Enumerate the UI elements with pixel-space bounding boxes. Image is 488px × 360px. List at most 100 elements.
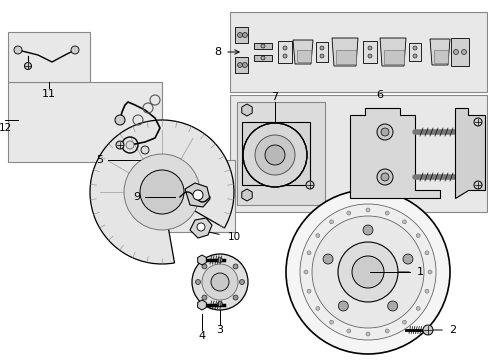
Circle shape	[424, 289, 428, 293]
Circle shape	[422, 325, 432, 335]
Circle shape	[217, 257, 222, 262]
Circle shape	[242, 32, 247, 37]
Bar	[229, 95, 486, 212]
Circle shape	[24, 63, 31, 69]
Circle shape	[385, 211, 388, 215]
Circle shape	[323, 254, 332, 264]
Circle shape	[242, 63, 247, 68]
Circle shape	[315, 234, 319, 238]
Text: 5: 5	[96, 155, 103, 165]
Bar	[112, 160, 235, 232]
Circle shape	[367, 46, 371, 50]
Polygon shape	[241, 189, 252, 201]
Polygon shape	[197, 255, 206, 265]
Circle shape	[351, 256, 383, 288]
Circle shape	[387, 301, 397, 311]
Circle shape	[243, 123, 306, 187]
Circle shape	[71, 46, 79, 54]
Circle shape	[365, 208, 369, 212]
Circle shape	[283, 54, 286, 58]
Circle shape	[193, 190, 203, 200]
Circle shape	[412, 46, 416, 50]
Circle shape	[192, 254, 247, 310]
Bar	[242, 122, 309, 185]
Circle shape	[452, 49, 458, 54]
Circle shape	[415, 234, 419, 238]
Bar	[315, 42, 327, 62]
Bar	[362, 41, 376, 63]
Circle shape	[473, 118, 481, 126]
Circle shape	[140, 170, 183, 214]
Polygon shape	[197, 300, 206, 310]
Text: 4: 4	[198, 331, 205, 341]
Text: 1: 1	[416, 267, 423, 277]
Circle shape	[261, 44, 264, 48]
Circle shape	[461, 49, 466, 54]
Polygon shape	[235, 57, 247, 73]
Bar	[278, 41, 291, 63]
Circle shape	[346, 329, 350, 333]
Circle shape	[197, 223, 204, 231]
Circle shape	[402, 320, 406, 324]
Circle shape	[116, 141, 124, 149]
Circle shape	[311, 216, 423, 328]
Circle shape	[299, 204, 435, 340]
Circle shape	[380, 128, 388, 136]
Text: 3: 3	[216, 325, 223, 335]
Circle shape	[337, 242, 397, 302]
Circle shape	[365, 332, 369, 336]
Circle shape	[285, 190, 449, 354]
Polygon shape	[454, 108, 484, 198]
Circle shape	[412, 54, 416, 58]
Circle shape	[202, 295, 206, 300]
Circle shape	[473, 181, 481, 189]
Bar	[383, 50, 403, 64]
Circle shape	[202, 264, 206, 269]
Circle shape	[141, 146, 149, 154]
Circle shape	[195, 279, 200, 284]
Text: 8: 8	[214, 47, 221, 57]
Circle shape	[254, 135, 294, 175]
Polygon shape	[429, 39, 449, 65]
Circle shape	[283, 46, 286, 50]
Circle shape	[338, 301, 347, 311]
Circle shape	[210, 273, 228, 291]
Circle shape	[362, 225, 372, 235]
Circle shape	[217, 301, 222, 306]
Polygon shape	[235, 27, 247, 43]
Polygon shape	[331, 38, 357, 66]
Polygon shape	[253, 55, 271, 61]
Circle shape	[126, 141, 134, 149]
Circle shape	[115, 115, 125, 125]
Circle shape	[402, 254, 412, 264]
Bar	[335, 50, 355, 64]
Circle shape	[319, 46, 324, 50]
Bar	[408, 43, 420, 61]
Bar	[8, 82, 162, 162]
Circle shape	[315, 306, 319, 310]
Circle shape	[239, 279, 244, 284]
Circle shape	[427, 270, 431, 274]
Text: 6: 6	[376, 90, 383, 100]
Polygon shape	[292, 40, 312, 64]
Bar	[229, 12, 486, 92]
Text: 12: 12	[0, 123, 12, 133]
Circle shape	[402, 220, 406, 224]
Polygon shape	[184, 183, 209, 207]
Circle shape	[380, 173, 388, 181]
Circle shape	[306, 289, 310, 293]
Circle shape	[346, 211, 350, 215]
Polygon shape	[450, 38, 468, 66]
Bar	[8, 32, 90, 82]
Circle shape	[424, 251, 428, 255]
Circle shape	[385, 329, 388, 333]
Circle shape	[306, 251, 310, 255]
Circle shape	[376, 124, 392, 140]
Circle shape	[329, 320, 333, 324]
Circle shape	[264, 145, 285, 165]
Circle shape	[367, 54, 371, 58]
Circle shape	[233, 295, 238, 300]
Text: 9: 9	[133, 192, 140, 202]
Circle shape	[202, 264, 238, 300]
Circle shape	[329, 220, 333, 224]
